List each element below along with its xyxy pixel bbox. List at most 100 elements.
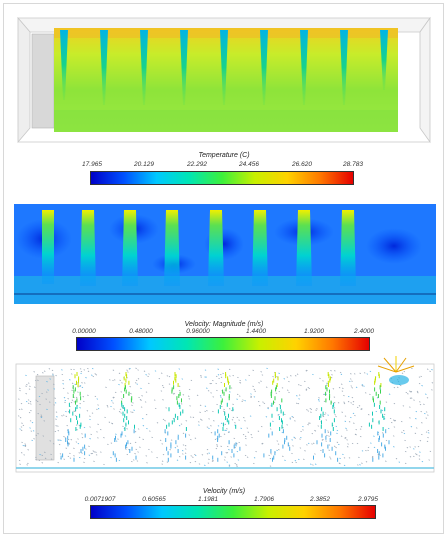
- vector-arrow: [25, 400, 28, 403]
- vector-arrow: [200, 418, 202, 420]
- vector-arrow: [215, 382, 217, 385]
- vector-arrow: [160, 390, 163, 392]
- vector-arrow: [232, 374, 234, 377]
- vector-arrow: [92, 450, 95, 452]
- vector-arrow: [129, 386, 131, 388]
- vector-arrow: [228, 408, 231, 410]
- vector-arrow: [83, 382, 86, 384]
- vector-arrow: [253, 457, 256, 459]
- vector-arrow: [79, 385, 81, 387]
- vector-arrow: [364, 392, 367, 394]
- vector-arrow: [21, 441, 23, 444]
- vector-arrow: [226, 461, 228, 463]
- vector-arrow: [360, 426, 363, 428]
- temperature-tick-label: 22.292: [187, 161, 207, 168]
- vector-arrow: [236, 398, 238, 400]
- vector-arrow: [135, 379, 138, 382]
- vector-arrow: [356, 406, 359, 409]
- vector-arrow: [262, 401, 264, 403]
- vector-arrow: [110, 442, 113, 444]
- vector-arrow: [24, 443, 26, 445]
- vector-arrow: [333, 402, 336, 404]
- vector-arrow: [140, 399, 142, 401]
- vector-arrow: [212, 396, 215, 398]
- vector-arrow: [212, 460, 214, 462]
- vector-arrow: [302, 425, 304, 428]
- vector-arrow: [312, 373, 314, 376]
- vector-arrow: [49, 378, 51, 380]
- vector-arrow: [97, 437, 99, 439]
- vector-arrow: [352, 403, 354, 406]
- vector-arrow: [135, 448, 138, 451]
- vector-arrow: [112, 397, 115, 399]
- vector-arrow: [413, 448, 415, 450]
- vector-arrow: [37, 412, 39, 415]
- vector-arrow: [141, 395, 143, 397]
- vector-arrow: [81, 382, 83, 384]
- vector-arrow: [65, 415, 68, 417]
- vector-side-box: [35, 375, 55, 461]
- vector-arrow: [273, 401, 276, 403]
- vector-arrow: [55, 418, 57, 420]
- vector-arrow: [189, 405, 191, 407]
- vector-arrow: [40, 415, 43, 418]
- vector-arrow: [134, 453, 136, 455]
- vector-arrow: [23, 454, 25, 456]
- vector-arrow: [223, 459, 226, 461]
- vector-arrow: [210, 382, 213, 385]
- vector-arrow: [341, 390, 344, 392]
- vector-arrow: [278, 413, 280, 416]
- vector-arrow: [289, 417, 292, 419]
- vector-arrow: [324, 413, 326, 416]
- vector-arrow: [107, 443, 109, 446]
- vector-arrow: [293, 436, 295, 438]
- vector-arrow: [250, 393, 252, 395]
- vector-arrow: [327, 414, 329, 416]
- vector-arrow: [361, 462, 363, 464]
- vector-arrow: [241, 400, 243, 403]
- vector-arrow: [228, 449, 230, 451]
- vector-arrow: [81, 436, 84, 439]
- vector-arrow: [425, 417, 428, 419]
- vector-arrow: [328, 444, 331, 446]
- vector-arrow: [239, 379, 241, 382]
- vector-arrow: [344, 437, 347, 439]
- vector-arrow: [156, 422, 159, 424]
- vector-arrow: [307, 410, 310, 412]
- vector-arrow: [304, 380, 306, 383]
- velocity-tick-label: 0.0071907: [84, 496, 116, 503]
- vector-arrow: [282, 455, 284, 457]
- vector-arrow: [299, 447, 302, 449]
- vector-arrow: [217, 425, 220, 427]
- vector-arrow: [427, 432, 430, 434]
- vector-arrow: [311, 432, 314, 435]
- vector-arrow: [414, 432, 417, 434]
- vector-arrow: [34, 379, 37, 382]
- vector-arrow: [265, 416, 268, 418]
- vector-arrow: [50, 458, 53, 460]
- vector-arrow: [59, 453, 62, 455]
- vector-arrow: [124, 435, 127, 437]
- vector-arrow: [409, 456, 412, 458]
- vector-arrow: [83, 461, 85, 463]
- vector-arrow: [104, 416, 106, 419]
- vector-arrow: [291, 461, 294, 464]
- vector-arrow: [73, 401, 76, 403]
- vector-arrow: [27, 402, 30, 404]
- vector-arrow: [222, 372, 224, 375]
- vector-arrow: [118, 372, 121, 374]
- vector-arrow: [33, 438, 35, 440]
- vector-arrow: [361, 384, 364, 386]
- vector-arrow: [37, 379, 39, 381]
- vector-arrow: [421, 460, 424, 463]
- vector-arrow: [401, 431, 403, 433]
- vector-arrow: [119, 379, 121, 381]
- vector-arrow: [409, 390, 411, 392]
- vector-arrow: [211, 460, 214, 462]
- vector-arrow: [135, 367, 137, 369]
- vector-arrow: [95, 451, 97, 453]
- vector-arrow: [185, 420, 188, 422]
- vector-arrow: [366, 373, 369, 375]
- vector-arrow: [137, 451, 139, 453]
- vector-arrow: [370, 442, 372, 444]
